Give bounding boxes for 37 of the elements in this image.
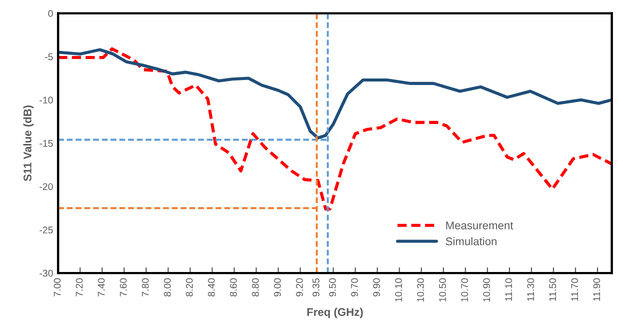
- x-tick-label: 11.50: [549, 278, 556, 301]
- legend-label: Measurement: [446, 222, 514, 230]
- x-tick-label: 7.40: [98, 278, 105, 296]
- x-tick-label: 10.50: [439, 278, 446, 302]
- x-tick-label: 9.00: [274, 278, 281, 296]
- y-tick-label: -10: [40, 96, 53, 104]
- x-tick-label: 9.35: [312, 278, 320, 296]
- x-tick-label: 9.50: [329, 278, 336, 296]
- x-tick-label: 10.10: [395, 278, 402, 302]
- x-tick-label: 7.80: [142, 278, 149, 296]
- y-axis-title: S11 Value (dB): [23, 105, 34, 182]
- x-tick-label: 11.10: [505, 278, 512, 301]
- x-tick-label: 10.30: [417, 278, 424, 302]
- x-tick-label: 8.20: [186, 278, 193, 296]
- x-tick-label: 7.20: [76, 278, 83, 296]
- x-tick-label: 9.70: [351, 278, 358, 296]
- x-tick-label: 8.40: [208, 278, 215, 296]
- y-tick-label: 0: [48, 10, 53, 17]
- y-tick-label: -30: [40, 270, 53, 277]
- x-axis-title: Freq (GHz): [307, 308, 363, 318]
- x-tick-label: 11.90: [593, 278, 600, 301]
- x-tick-label: 10.70: [461, 278, 468, 302]
- x-tick-label: 8.60: [230, 278, 237, 296]
- legend-label: Simulation: [446, 237, 496, 246]
- x-tick-label: 11.70: [571, 278, 578, 301]
- y-tick-label: -25: [40, 226, 53, 234]
- x-tick-label: 10.90: [483, 278, 490, 302]
- x-tick-label: 9.20: [296, 278, 303, 296]
- x-tick-label: 8.00: [164, 278, 171, 296]
- y-tick-label: -15: [40, 140, 53, 147]
- y-tick-label: -20: [40, 183, 53, 190]
- x-tick-label: 11.30: [527, 278, 534, 301]
- x-tick-label: 7.60: [120, 278, 127, 296]
- x-tick-label: 8.80: [252, 278, 259, 296]
- x-tick-label: 9.90: [373, 278, 380, 296]
- x-tick-label: 7.00: [54, 278, 61, 296]
- y-tick-label: -5: [45, 53, 53, 60]
